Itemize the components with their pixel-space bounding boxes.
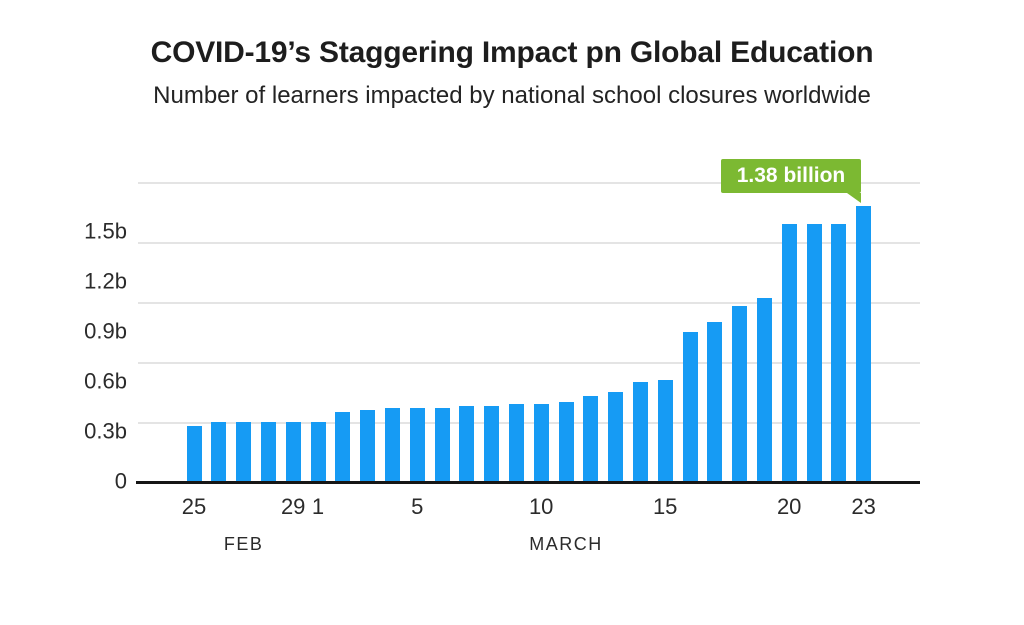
bar-mar-18 bbox=[732, 306, 748, 482]
x-tick-15: 15 bbox=[652, 494, 678, 519]
bar-feb-25 bbox=[186, 426, 202, 482]
month-label-feb: FEB bbox=[223, 534, 264, 554]
x-tick-29: 29 bbox=[280, 494, 306, 519]
bar-mar-2 bbox=[335, 412, 351, 482]
bar-mar-21 bbox=[806, 224, 822, 482]
callout-label: 1.38 billion bbox=[736, 164, 846, 187]
bar-feb-27 bbox=[236, 422, 252, 482]
x-tick-1: 1 bbox=[311, 494, 325, 519]
bar-mar-12 bbox=[583, 396, 599, 482]
y-tick-0-6b: 0.6b bbox=[84, 368, 127, 394]
gridline-1-5b bbox=[138, 182, 920, 184]
x-tick-5: 5 bbox=[411, 494, 424, 519]
month-label-march: MARCH bbox=[529, 534, 603, 554]
bar-mar-20 bbox=[781, 224, 797, 482]
bar-mar-15 bbox=[657, 380, 673, 482]
gridline-0-9b bbox=[138, 302, 920, 304]
y-tick-1-5b: 1.5b bbox=[84, 218, 127, 244]
bar-feb-29 bbox=[285, 422, 301, 482]
bar-feb-26 bbox=[211, 422, 227, 482]
y-tick-1-2b: 1.2b bbox=[84, 268, 127, 294]
bar-mar-17 bbox=[707, 322, 723, 482]
y-tick-0-9b: 0.9b bbox=[84, 318, 127, 344]
bar-mar-16 bbox=[682, 332, 698, 482]
bar-mar-11 bbox=[558, 402, 574, 482]
callout-pointer-triangle bbox=[847, 193, 861, 203]
bar-mar-3 bbox=[360, 410, 376, 482]
bar-mar-14 bbox=[632, 382, 648, 482]
bar-feb-28 bbox=[260, 422, 276, 482]
bar-mar-8 bbox=[484, 406, 500, 482]
y-tick-0: 0 bbox=[114, 468, 127, 494]
bar-mar-10 bbox=[533, 404, 549, 482]
x-axis-line bbox=[136, 481, 920, 484]
bar-mar-1 bbox=[310, 422, 326, 482]
bar-mar-4 bbox=[384, 408, 400, 482]
chart-subtitle: Number of learners impacted by national … bbox=[153, 82, 871, 109]
bar-mar-6 bbox=[434, 408, 450, 482]
bar-mar-19 bbox=[756, 298, 772, 482]
x-tick-25: 25 bbox=[181, 494, 207, 519]
bar-mar-23 bbox=[856, 206, 872, 482]
bar-mar-7 bbox=[459, 406, 475, 482]
chart-title: COVID-19’s Staggering Impact pn Global E… bbox=[150, 36, 874, 69]
gridline-0-6b bbox=[138, 362, 920, 364]
bar-mar-22 bbox=[831, 224, 847, 482]
gridline-0-3b bbox=[138, 422, 920, 424]
y-tick-0-3b: 0.3b bbox=[84, 418, 127, 444]
bar-mar-13 bbox=[608, 392, 624, 482]
callout-badge: 1.38 billion bbox=[721, 159, 861, 203]
gridline-1-2b bbox=[138, 242, 920, 244]
x-tick-20: 20 bbox=[776, 494, 802, 519]
bar-mar-5 bbox=[409, 408, 425, 482]
x-tick-23: 23 bbox=[851, 494, 876, 519]
bar-mar-9 bbox=[508, 404, 524, 482]
x-tick-10: 10 bbox=[528, 494, 554, 519]
